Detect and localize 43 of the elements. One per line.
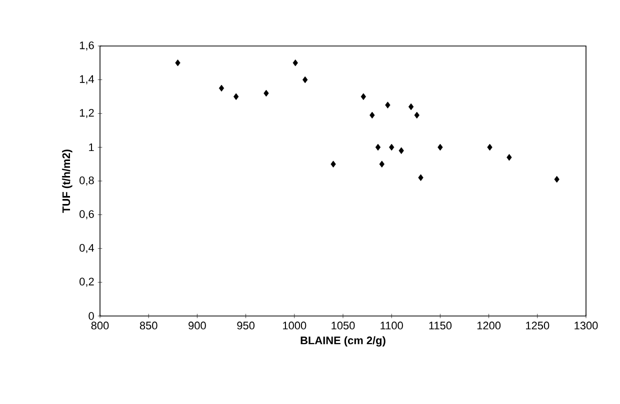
point	[438, 144, 443, 151]
x-tick-label: 1300	[574, 322, 598, 330]
point	[385, 102, 390, 108]
y-tick-label: 1,4	[80, 75, 94, 84]
x-tick-label: 800	[91, 322, 109, 330]
point	[264, 90, 269, 97]
point	[175, 59, 180, 66]
y-tick-label: 0,4	[80, 244, 94, 254]
point	[292, 59, 298, 66]
point	[408, 103, 414, 110]
x-tick-label: 900	[188, 322, 206, 330]
x-axis-title: BLAINE (cm 2/g)	[300, 336, 386, 347]
point	[375, 144, 381, 151]
y-tick-label: 0,8	[80, 176, 94, 186]
point	[360, 93, 366, 100]
x-tick-label: 1050	[332, 322, 355, 330]
x-tick-label: 1200	[477, 322, 501, 330]
point	[398, 147, 404, 154]
point	[330, 160, 336, 168]
point	[379, 160, 384, 168]
point	[418, 174, 424, 182]
x-tick-label: 1150	[429, 322, 452, 330]
point	[389, 144, 394, 151]
x-tick-label: 1000	[283, 322, 306, 330]
x-tick-label: 950	[237, 322, 254, 330]
point	[370, 112, 375, 119]
point	[302, 76, 308, 84]
y-tick-label: 1,6	[80, 41, 94, 51]
x-tick-label: 850	[140, 322, 158, 330]
y-tick-label: 0,2	[80, 278, 94, 287]
y-tick-label: 0,6	[80, 210, 94, 220]
point	[506, 154, 512, 161]
point	[218, 84, 224, 92]
y-tick-label: 1,2	[80, 108, 94, 118]
point	[554, 176, 560, 183]
point	[487, 144, 492, 151]
point	[233, 93, 239, 100]
point	[414, 112, 420, 119]
x-tick-label: 1100	[380, 322, 403, 330]
y-tick-label: 1	[89, 143, 94, 152]
x-tick-label: 1250	[526, 322, 550, 330]
y-axis-title: TUF (t/h/m2)	[62, 150, 72, 213]
y-tick-label: 0	[88, 312, 94, 320]
